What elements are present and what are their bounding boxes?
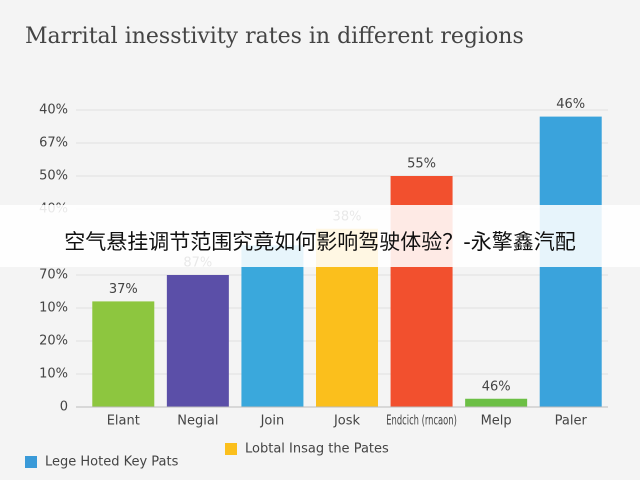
- x-tick-label: Join: [260, 414, 285, 429]
- x-tick-label: Paler: [555, 414, 588, 429]
- legend-swatch: [225, 443, 237, 455]
- y-tick-label: 67%: [39, 136, 68, 151]
- y-tick-label: 20%: [39, 334, 68, 349]
- banner-text: 空气悬挂调节范围究竟如何影响驾驶体验？-永擎鑫汽配: [64, 230, 576, 254]
- bar: [241, 245, 304, 407]
- x-tick-label: Josk: [333, 414, 361, 429]
- x-tick-label: Elant: [107, 414, 140, 429]
- banner: [0, 205, 640, 267]
- legend-label: Lege Hoted Key Pats: [45, 455, 179, 470]
- bar-label: 46%: [556, 97, 585, 112]
- y-tick-label: 10%: [39, 301, 68, 316]
- legend-label: Lobtal Insag the Pates: [245, 442, 389, 457]
- bar: [92, 301, 155, 407]
- y-tick-label: 0: [60, 400, 68, 415]
- bar: [465, 398, 528, 407]
- legend-swatch: [25, 456, 37, 468]
- y-tick-label: 40%: [39, 103, 68, 118]
- x-tick-label: Endcich (rncaon): [386, 414, 457, 429]
- y-tick-label: 10%: [39, 367, 68, 382]
- bar-label: 55%: [407, 157, 436, 172]
- bar: [166, 275, 229, 407]
- chart-title: Marrital inesstivity rates in different …: [25, 24, 524, 49]
- x-tick-label: Melp: [481, 414, 512, 429]
- bar-label: 46%: [482, 379, 511, 394]
- y-tick-label: 50%: [39, 169, 68, 184]
- x-tick-label: Negial: [177, 414, 218, 429]
- bar-label: 37%: [109, 282, 138, 297]
- y-tick-label: 70%: [39, 268, 68, 283]
